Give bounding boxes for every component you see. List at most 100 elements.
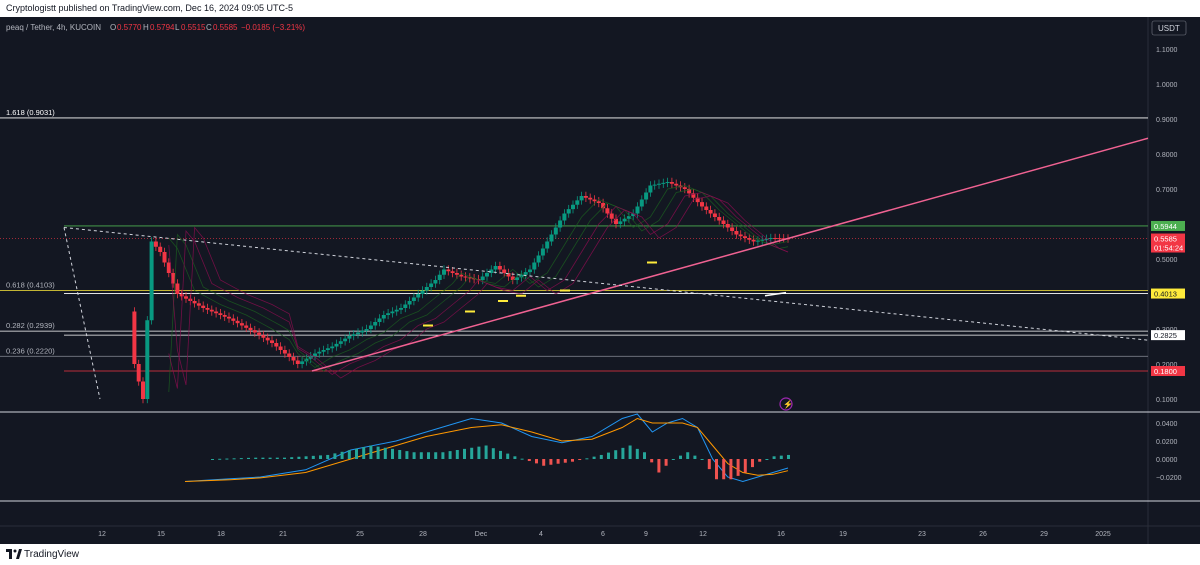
price-axis[interactable]: 1.10001.00000.90000.80000.70000.60000.50… [1151,47,1185,482]
candle-body [734,231,739,235]
macd-histogram-bar [477,446,481,459]
candle-body [755,240,760,242]
price-tick: 0.2000 [1156,362,1178,369]
candle-body [257,332,262,336]
price-label: 0.5585 [1151,233,1185,244]
macd-histogram-bar [441,452,445,459]
candle-body [386,313,391,315]
candle-body [291,357,296,361]
time-axis[interactable]: 12 15 18 21 25 28 Dec 4 6 9 12 16 19 23 26 29 2025 [98,531,1111,538]
time-tick: 18 [217,531,225,538]
projection-mark [764,291,787,297]
candle-body [153,241,158,247]
candle-body [777,238,782,240]
macd-histogram-bar [369,445,373,459]
candle-body [394,309,399,312]
candle-body [553,227,558,235]
fib-level-label: 0.618 (0.4103) [6,280,55,289]
candle-body [532,262,537,270]
candle-body [347,336,352,339]
candle-body [730,227,735,231]
support-trendline[interactable] [311,137,1149,372]
candle-body [141,381,145,399]
macd-histogram-bar [585,458,589,460]
footer: TradingView [0,544,1200,565]
macd-histogram-bar [729,459,733,480]
macd-histogram-bar [650,459,654,463]
alert-icon[interactable]: ⚡ [779,397,793,411]
ohlc-h: 0.5794 [150,23,175,32]
macd-histogram-bar [751,459,754,468]
time-tick: Dec [475,531,488,538]
macd-histogram-bar [542,459,546,466]
macd-histogram-bar [686,452,690,459]
macd-histogram-bar [398,450,402,459]
macd-histogram-bar [621,447,625,459]
candle-body [424,287,429,291]
macd-histogram-bar [319,455,322,459]
macd-histogram-bar [635,448,639,459]
candle-body [725,224,730,228]
macd-tick: 0.0200 [1156,439,1178,446]
candle-body [244,325,249,328]
price-label: 0.1800 [1151,366,1185,376]
chart-area[interactable]: 1.618 (0.9031) 0.618 (0.4103) 0.282 (0.293… [0,17,1200,544]
time-tick: 16 [777,531,785,538]
candle-body [403,304,408,308]
macd-histogram-bar [758,459,762,462]
candle-body [416,294,421,298]
ohlc-c: 0.5585 [213,23,238,32]
candle-body [317,351,322,354]
tradingview-brand: TradingView [24,549,80,560]
time-tick: 12 [98,531,106,538]
macd-histogram-bar [772,456,776,459]
candle-body [712,213,717,217]
candle-body [145,320,150,399]
candle-body [644,192,649,200]
candle-body [252,330,257,333]
candle-body [558,220,563,228]
candle-body [515,277,520,280]
resistance-trendline[interactable] [63,227,1149,341]
candle-body [222,315,227,317]
candle-body [446,269,451,272]
macd-tick: 0.0400 [1156,421,1178,428]
fib-level-label: 0.236 (0.2220) [6,346,55,355]
candle-body [695,197,700,203]
candle-body [751,239,756,242]
macd-histogram-bar [362,447,366,459]
candle-body [214,311,219,314]
macd-histogram-bar [427,452,430,459]
macd-pane [184,413,790,483]
candle-body [248,327,253,331]
ohlc-o-label: O [110,23,116,32]
macd-histogram-bar [599,454,603,459]
candle-body [510,276,515,280]
candle-body [300,361,305,364]
time-tick: 15 [157,531,165,538]
ohlc-l: 0.5515 [181,23,206,32]
macd-histogram-bar [275,457,279,459]
candle-body [334,343,339,347]
chart-svg[interactable]: 1.618 (0.9031) 0.618 (0.4103) 0.282 (0.293… [0,17,1200,544]
price-label: 0.2825 [1151,330,1185,341]
currency-badge[interactable]: USDT [1151,20,1187,36]
candle-body [609,213,614,219]
macd-histogram-bar [520,458,524,460]
candle-body [562,213,567,221]
candle-body [356,332,360,335]
candle-body [596,201,601,203]
price-label-text: 0.5585 [1154,235,1177,244]
macd-histogram-bar [261,457,265,459]
time-tick: 4 [539,531,543,538]
currency-label: USDT [1158,24,1180,33]
svg-text:⚡: ⚡ [783,399,793,409]
candle-body [571,204,575,210]
candle-body [480,276,485,280]
candle-body [768,238,773,239]
candle-body [489,269,494,273]
macd-histogram-bar [527,459,531,462]
candle-body [231,318,236,321]
candle-body [282,350,287,354]
time-tick: 28 [419,531,427,538]
